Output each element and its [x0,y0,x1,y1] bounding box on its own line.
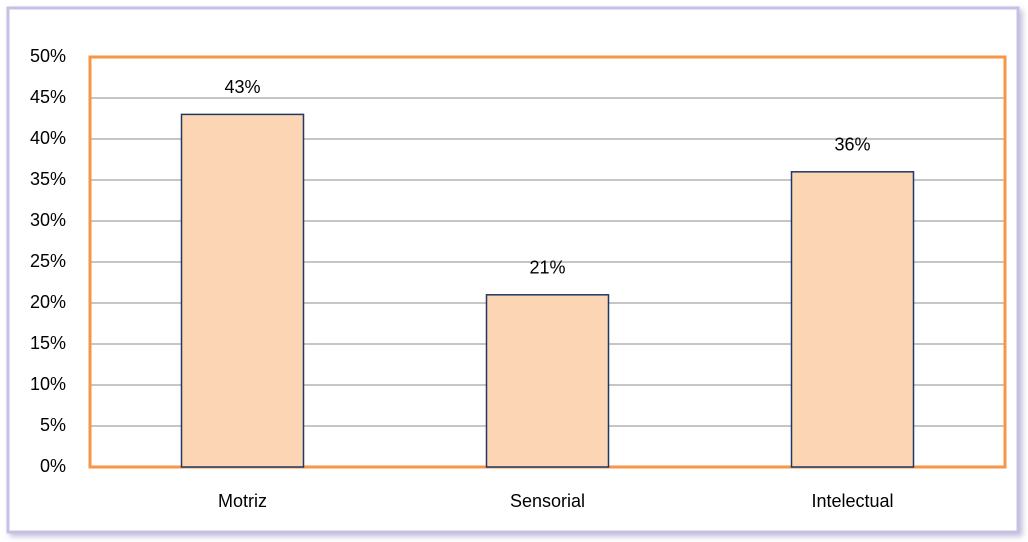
x-tick-label: Motriz [218,491,267,511]
x-tick-label: Intelectual [811,491,893,511]
bar [485,294,610,468]
y-tick-label: 10% [30,374,66,394]
bar [180,113,305,468]
value-label: 43% [224,77,260,97]
y-tick-label: 20% [30,292,66,312]
bar [790,171,915,468]
y-tick-label: 45% [30,87,66,107]
y-tick-label: 35% [30,169,66,189]
y-tick-label: 5% [40,415,66,435]
y-tick-label: 50% [30,46,66,66]
value-label: 36% [834,135,870,155]
y-tick-label: 30% [30,210,66,230]
value-label: 21% [529,258,565,278]
y-tick-label: 25% [30,251,66,271]
y-tick-label: 0% [40,456,66,476]
x-tick-label: Sensorial [510,491,585,511]
y-tick-label: 40% [30,128,66,148]
y-tick-label: 15% [30,333,66,353]
